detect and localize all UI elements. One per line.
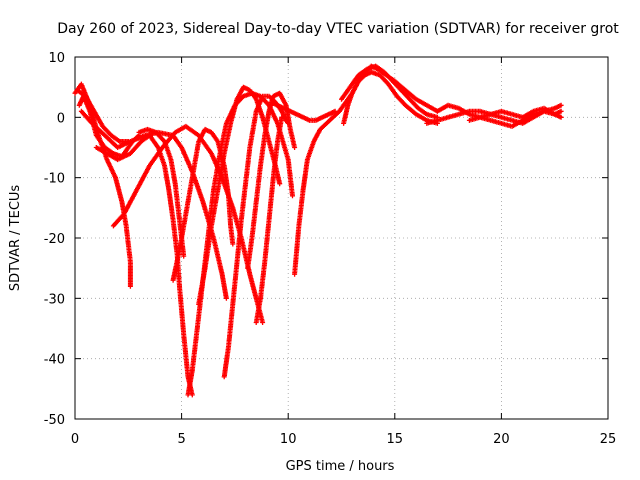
data-point: [558, 102, 564, 108]
series-track-15: [292, 63, 440, 277]
data-point: [181, 253, 187, 259]
chart-title: Day 260 of 2023, Sidereal Day-to-day VTE…: [57, 21, 619, 37]
data-point: [290, 193, 295, 199]
data-point: [558, 108, 564, 114]
axis-ticks: 0 5 10 15 20 25 -50 -40 -30 -20 -10 0 10: [44, 51, 617, 447]
x-tick-label: 10: [280, 432, 297, 447]
data-point: [292, 145, 298, 150]
y-tick-label: 10: [48, 51, 65, 66]
y-tick-label: -10: [44, 172, 65, 187]
data-point: [230, 241, 236, 247]
data-point: [223, 295, 229, 301]
x-tick-label: 25: [600, 432, 617, 447]
y-tick-label: -30: [44, 292, 65, 307]
y-tick-label: -50: [44, 413, 65, 428]
x-tick-label: 15: [387, 432, 404, 447]
series-track-20: [466, 105, 564, 123]
data-point: [127, 283, 133, 289]
series-track-14: [268, 99, 338, 123]
series-track-06: [110, 123, 266, 325]
data-point: [189, 392, 195, 398]
data-points: [72, 63, 564, 398]
y-tick-label: -40: [44, 353, 65, 368]
y-axis-label: SDTVAR / TECUs: [8, 185, 23, 292]
series-track-13: [253, 114, 285, 325]
x-axis-label: GPS time / hours: [286, 459, 395, 474]
data-point: [260, 320, 266, 325]
series-track-17: [339, 63, 440, 120]
data-point: [277, 181, 283, 187]
x-tick-label: 0: [71, 432, 79, 447]
y-tick-label: -20: [44, 232, 65, 247]
data-point: [558, 114, 564, 120]
x-tick-label: 20: [493, 432, 510, 447]
y-tick-label: 0: [57, 111, 65, 126]
series-track-11: [221, 93, 291, 380]
series-track-12: [245, 90, 298, 271]
data-point: [279, 114, 285, 120]
x-tick-label: 5: [177, 432, 185, 447]
